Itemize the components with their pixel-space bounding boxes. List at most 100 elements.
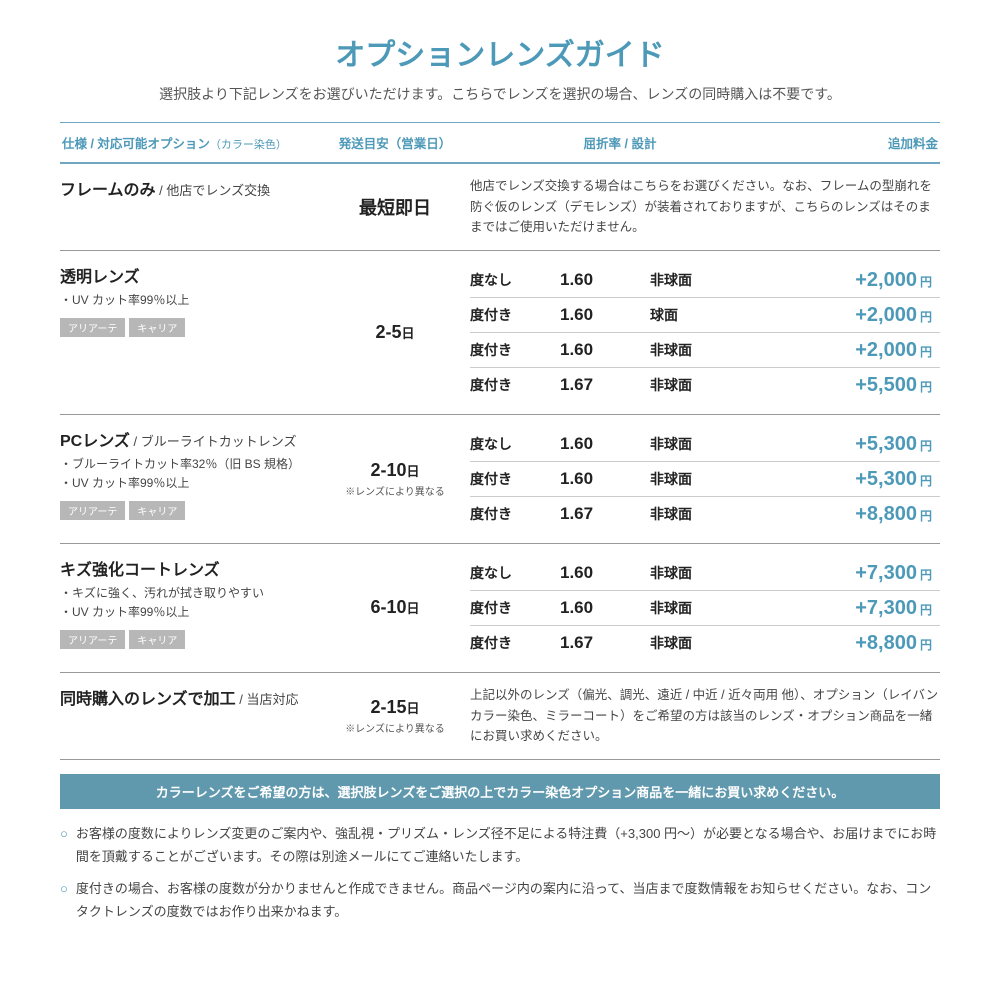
col-index: 1.60: [560, 270, 650, 290]
section-left: フレームのみ / 他店でレンズ交換: [60, 176, 320, 238]
section-ship: 2-5日: [320, 263, 470, 402]
data-row: 度なし1.60非球面+2,000円: [470, 263, 940, 298]
page-title: オプションレンズガイド: [60, 30, 940, 74]
ship-main: 6-10日: [370, 597, 419, 618]
section-tags: アリアーテキャリア: [60, 318, 312, 337]
header-ship: 発送目安（営業日）: [320, 129, 470, 156]
section: 同時購入のレンズで加工 / 当店対応 2-15日 ※レンズにより異なる 上記以外のレン…: [60, 673, 940, 760]
notice-item: ○お客様の度数によりレンズ変更のご案内や、強乱視・プリズム・レンズ径不足による特…: [60, 823, 940, 869]
color-lens-banner: カラーレンズをご希望の方は、選択肢レンズをご選択の上でカラー染色オプション商品を…: [60, 774, 940, 809]
data-row: 度付き1.60非球面+7,300円: [470, 591, 940, 626]
section-tags: アリアーテキャリア: [60, 501, 312, 520]
col-design: 非球面: [650, 270, 760, 290]
col-index: 1.60: [560, 340, 650, 360]
table-header: 仕様 / 対応可能オプション（カラー染色） 発送目安（営業日） 屈折率 / 設計…: [60, 122, 940, 164]
col-prescription: 度なし: [470, 434, 560, 454]
section-left: キズ強化コートレンズ・キズに強く、汚れが拭き取りやすい・UV カット率99％以上…: [60, 556, 320, 660]
ship-note: ※レンズにより異なる: [345, 720, 445, 735]
ship-main: 2-10日: [370, 460, 419, 481]
col-fee: +2,000円: [760, 339, 940, 362]
col-index: 1.60: [560, 305, 650, 325]
col-index: 1.60: [560, 469, 650, 489]
col-fee: +8,800円: [760, 503, 940, 526]
ship-main: 最短即日: [359, 194, 431, 220]
section-ship: 2-10日※レンズにより異なる: [320, 427, 470, 531]
col-index: 1.67: [560, 375, 650, 395]
notice-item: ○度付きの場合、お客様の度数が分かりませんと作成できません。商品ページ内の案内に…: [60, 878, 940, 924]
col-fee: +7,300円: [760, 597, 940, 620]
col-prescription: 度付き: [470, 598, 560, 618]
col-index: 1.67: [560, 504, 650, 524]
section-title: 同時購入のレンズで加工 / 当店対応: [60, 685, 312, 709]
col-prescription: 度付き: [470, 469, 560, 489]
col-fee: +5,300円: [760, 433, 940, 456]
col-prescription: 度付き: [470, 305, 560, 325]
col-fee: +7,300円: [760, 562, 940, 585]
notice-text: 度付きの場合、お客様の度数が分かりませんと作成できません。商品ページ内の案内に沿…: [76, 878, 940, 924]
section-ship: 6-10日: [320, 556, 470, 660]
tag: キャリア: [129, 501, 185, 520]
section-tags: アリアーテキャリア: [60, 630, 312, 649]
data-row: 度付き1.60非球面+5,300円: [470, 462, 940, 497]
section: キズ強化コートレンズ・キズに強く、汚れが拭き取りやすい・UV カット率99％以上…: [60, 544, 940, 673]
section-title-sub: / 他店でレンズ交換: [156, 183, 271, 198]
col-prescription: 度なし: [470, 270, 560, 290]
tag: アリアーテ: [60, 501, 125, 520]
col-design: 非球面: [650, 340, 760, 360]
section-right: 度なし1.60非球面+7,300円度付き1.60非球面+7,300円度付き1.6…: [470, 556, 940, 660]
section-bullets: ・UV カット率99％以上: [60, 291, 312, 310]
section-bullets: ・キズに強く、汚れが拭き取りやすい・UV カット率99％以上: [60, 584, 312, 622]
col-prescription: 度付き: [470, 504, 560, 524]
data-row: 度付き1.60球面+2,000円: [470, 298, 940, 333]
section-title-sub: / 当店対応: [236, 692, 299, 707]
col-design: 非球面: [650, 504, 760, 524]
sections-container: フレームのみ / 他店でレンズ交換最短即日 他店でレンズ交換する場合はこちらをお選…: [60, 164, 940, 760]
data-row: 度付き1.60非球面+2,000円: [470, 333, 940, 368]
col-prescription: 度付き: [470, 375, 560, 395]
notice-text: お客様の度数によりレンズ変更のご案内や、強乱視・プリズム・レンズ径不足による特注…: [76, 823, 940, 869]
col-prescription: 度なし: [470, 563, 560, 583]
col-index: 1.67: [560, 633, 650, 653]
col-prescription: 度付き: [470, 340, 560, 360]
ship-main: 2-15日: [370, 697, 419, 718]
page-subtitle: 選択肢より下記レンズをお選びいただけます。こちらでレンズを選択の場合、レンズの同…: [60, 84, 940, 104]
data-row: 度付き1.67非球面+8,800円: [470, 497, 940, 531]
col-design: 非球面: [650, 563, 760, 583]
section-note: 上記以外のレンズ（偏光、調光、遠近 / 中近 / 近々両用 他）、オプション（レ…: [470, 685, 940, 747]
col-index: 1.60: [560, 434, 650, 454]
data-row: 度なし1.60非球面+5,300円: [470, 427, 940, 462]
section: PCレンズ / ブルーライトカットレンズ・ブルーライトカット率32％（旧 BS …: [60, 415, 940, 544]
col-design: 非球面: [650, 434, 760, 454]
section-ship: 最短即日: [320, 176, 470, 238]
section-left: 同時購入のレンズで加工 / 当店対応: [60, 685, 320, 747]
col-index: 1.60: [560, 563, 650, 583]
section-ship: 2-15日 ※レンズにより異なる: [320, 685, 470, 747]
col-fee: +5,300円: [760, 468, 940, 491]
ship-main: 2-5日: [375, 322, 414, 343]
section-right: 度なし1.60非球面+5,300円度付き1.60非球面+5,300円度付き1.6…: [470, 427, 940, 531]
header-spec: 仕様 / 対応可能オプション（カラー染色）: [60, 129, 320, 156]
section-title: フレームのみ / 他店でレンズ交換: [60, 176, 312, 200]
section-left: 透明レンズ・UV カット率99％以上アリアーテキャリア: [60, 263, 320, 402]
tag: キャリア: [129, 318, 185, 337]
section-title-sub: / ブルーライトカットレンズ: [130, 434, 297, 449]
section: 透明レンズ・UV カット率99％以上アリアーテキャリア2-5日度なし1.60非球…: [60, 251, 940, 415]
col-fee: +2,000円: [760, 269, 940, 292]
section: フレームのみ / 他店でレンズ交換最短即日 他店でレンズ交換する場合はこちらをお選…: [60, 164, 940, 251]
notice-marker-icon: ○: [60, 823, 68, 869]
section-note: 他店でレンズ交換する場合はこちらをお選びください。なお、フレームの型崩れを防ぐ仮…: [470, 176, 940, 238]
section-right: 度なし1.60非球面+2,000円度付き1.60球面+2,000円度付き1.60…: [470, 263, 940, 402]
header-rate: 屈折率 / 設計: [470, 129, 770, 156]
data-row: 度なし1.60非球面+7,300円: [470, 556, 940, 591]
col-fee: +5,500円: [760, 374, 940, 397]
section-bullets: ・ブルーライトカット率32％（旧 BS 規格）・UV カット率99％以上: [60, 455, 312, 493]
col-design: 球面: [650, 305, 760, 325]
col-design: 非球面: [650, 375, 760, 395]
tag: キャリア: [129, 630, 185, 649]
section-title: PCレンズ / ブルーライトカットレンズ: [60, 427, 312, 451]
header-fee: 追加料金: [770, 129, 940, 156]
col-prescription: 度付き: [470, 633, 560, 653]
col-design: 非球面: [650, 598, 760, 618]
section-title: キズ強化コートレンズ: [60, 556, 312, 580]
col-fee: +2,000円: [760, 304, 940, 327]
